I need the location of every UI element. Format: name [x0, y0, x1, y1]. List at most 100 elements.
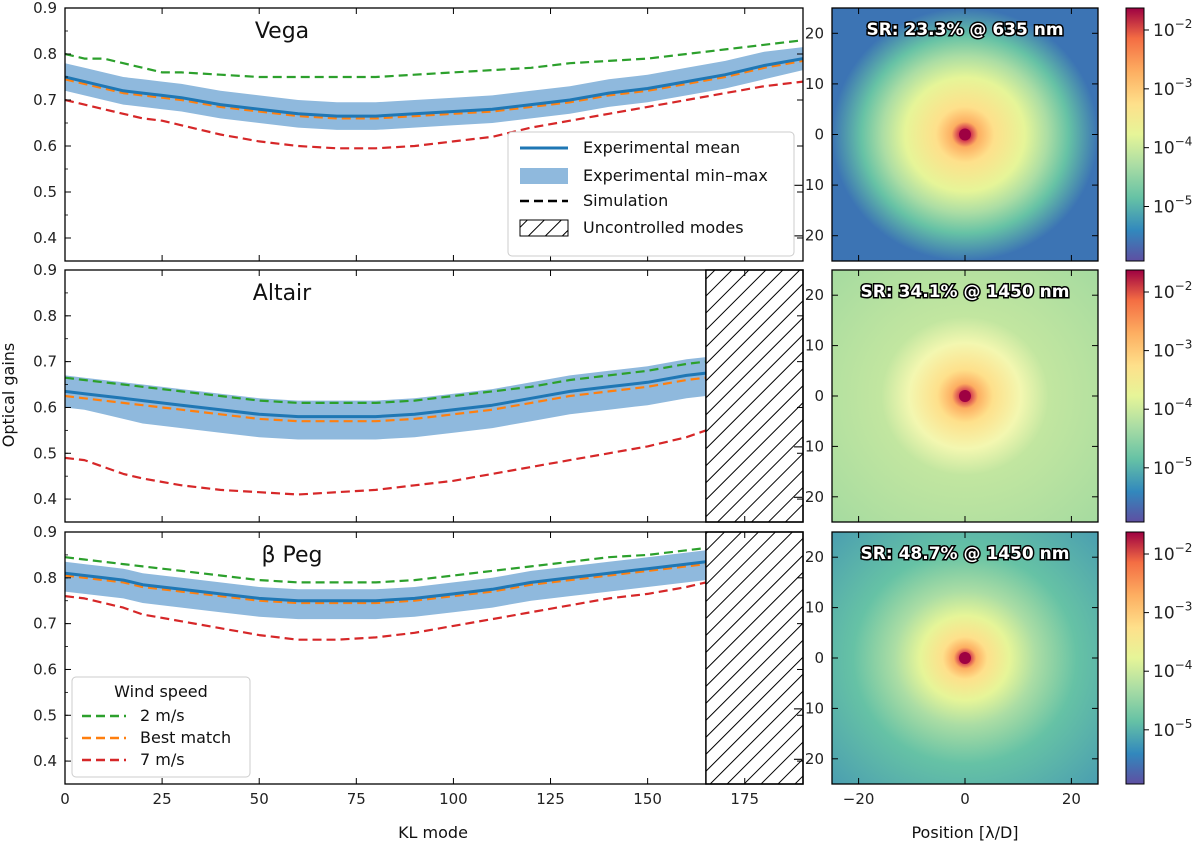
y-tick-label: −10: [792, 699, 824, 717]
simulation-line-7-m-s: [65, 429, 707, 496]
experimental-mean-line: [65, 371, 707, 419]
colorbar-tick-label: 10−2: [1153, 541, 1192, 565]
colorbar-tick-label: 10−2: [1153, 17, 1192, 41]
y-tick-label: 0.9: [33, 261, 57, 279]
legend-label: Best match: [140, 728, 231, 747]
y-tick-label: 0.4: [33, 229, 57, 247]
x-tick-label: −20: [843, 790, 875, 808]
experimental-mean-line: [65, 560, 707, 603]
y-tick-label: 0.6: [33, 660, 57, 678]
y-tick-label: −10: [792, 176, 824, 194]
x-tick-label: 100: [439, 790, 468, 808]
x-tick-label: 175: [730, 790, 759, 808]
vega-panel: 0.4 0.5 0.6 0.7 0.8 0.9 Vega: [33, 0, 804, 262]
y-tick-label: 10: [805, 75, 824, 93]
y-tick-label: 0.9: [33, 523, 57, 541]
psf-core: [959, 128, 971, 141]
psf-core: [959, 390, 971, 402]
y-tick-label: 0.7: [33, 353, 57, 371]
legend-label: Experimental mean: [583, 138, 740, 157]
y-tick-label: 0.6: [33, 137, 57, 155]
x-tick-label: 0: [60, 790, 70, 808]
x-tick-label: 50: [250, 790, 269, 808]
simulation-line-2-m-s: [65, 39, 803, 79]
y-tick-label: 0: [814, 649, 824, 667]
uncontrolled-modes-region: [705, 531, 804, 785]
colorbar-tick-label: 10−4: [1153, 135, 1192, 159]
colorbar-tick-label: 10−4: [1153, 658, 1192, 682]
legend-box: [71, 676, 251, 778]
experimental-min-max-band: [65, 550, 706, 620]
y-tick-label: 0.7: [33, 91, 57, 109]
legend-box: [507, 131, 795, 257]
y-tick-label: 0: [814, 126, 824, 144]
plot-area: [65, 357, 707, 496]
strehl-ratio-label: SR: 23.3% @ 635 nm: [866, 20, 1063, 40]
legend-label: Uncontrolled modes: [583, 218, 744, 237]
y-tick-label: 0.4: [33, 752, 57, 770]
axes-frame: [64, 531, 804, 785]
plot-area: [65, 39, 803, 150]
psf-core: [959, 652, 971, 664]
y-tick-label: 0.4: [33, 490, 57, 508]
experimental-min-max-band: [65, 357, 706, 440]
y-tick-label: 0.8: [33, 45, 57, 63]
x-tick-label: 20: [1062, 790, 1081, 808]
colorbar-exponent: −4: [1175, 658, 1193, 672]
colorbar-exponent: −3: [1175, 76, 1193, 90]
y-axis-label: Optical gains: [0, 343, 18, 447]
colorbar-tick-label: 10−5: [1153, 455, 1192, 479]
y-tick-label: 0: [814, 387, 824, 405]
y-tick-label: 10: [805, 337, 824, 355]
beta-peg-panel: 0.4 0.5 0.6 0.7 0.8 0.9 0 25 50 75 100 125 150 175 β P…: [33, 523, 804, 808]
y-tick-label: 20: [805, 548, 824, 566]
y-tick-label: −20: [792, 488, 824, 506]
experimental-min-max-band: [65, 47, 803, 130]
y-tick-label: 0.8: [33, 569, 57, 587]
x-axis-label: KL mode: [398, 823, 468, 842]
colorbar-exponent: −2: [1175, 279, 1193, 293]
y-tick-label: 0.7: [33, 615, 57, 633]
colorbar-exponent: −4: [1175, 135, 1193, 149]
y-tick-label: −20: [792, 227, 824, 245]
altair-psf-panel: SR: 34.1% @ 1450 nm 20 10 0 −10 −20 10−2 10−3 10…: [792, 269, 1193, 523]
colorbar-exponent: −5: [1175, 717, 1193, 731]
y-tick-label: 0.8: [33, 307, 57, 325]
colorbar-exponent: −5: [1175, 194, 1193, 208]
simulation-line-best-match: [65, 59, 803, 120]
x-tick-label: 75: [347, 790, 366, 808]
legend-swatch-band: [520, 168, 568, 184]
legend-swatch-uncontrolled: [519, 219, 569, 237]
simulation-line-2-m-s: [65, 360, 707, 404]
colorbar-tick-label: 10−2: [1153, 279, 1192, 303]
y-tick-label: 10: [805, 599, 824, 617]
legend-label: Simulation: [583, 191, 668, 210]
colorbar-exponent: −3: [1175, 338, 1193, 352]
colorbar: [1125, 269, 1145, 523]
colorbar-tick-label: 10−5: [1153, 717, 1192, 741]
axes-frame: [64, 7, 804, 262]
vega-psf-panel: SR: 23.3% @ 635 nm 20 10 0 −10 −20 10−2 10−3 10−…: [792, 7, 1193, 262]
y-tick-label: 0.9: [33, 0, 57, 17]
x-tick-label: 0: [960, 790, 970, 808]
panel-title: Vega: [255, 19, 309, 44]
altair-panel: 0.4 0.5 0.6 0.7 0.8 0.9 Altair: [33, 261, 804, 523]
panel-title: Altair: [253, 281, 312, 306]
x-tick-label: 125: [536, 790, 565, 808]
experimental-mean-line: [65, 57, 803, 118]
y-tick-label: −10: [792, 437, 824, 455]
colorbar-exponent: −3: [1175, 600, 1193, 614]
legend-label: 2 m/s: [140, 706, 185, 725]
y-tick-label: 20: [805, 286, 824, 304]
simulation-line-7-m-s: [65, 581, 707, 641]
y-tick-label: 0.5: [33, 444, 57, 462]
x-tick-label: 150: [633, 790, 662, 808]
colorbar-tick-label: 10−3: [1153, 76, 1192, 100]
simulation-line-best-match: [65, 376, 707, 423]
y-tick-label: 20: [805, 24, 824, 42]
uncontrolled-modes-region: [705, 269, 804, 523]
colorbar-tick-label: 10−3: [1153, 600, 1192, 624]
y-tick-label: −20: [792, 750, 824, 768]
x-tick-label: 25: [153, 790, 172, 808]
